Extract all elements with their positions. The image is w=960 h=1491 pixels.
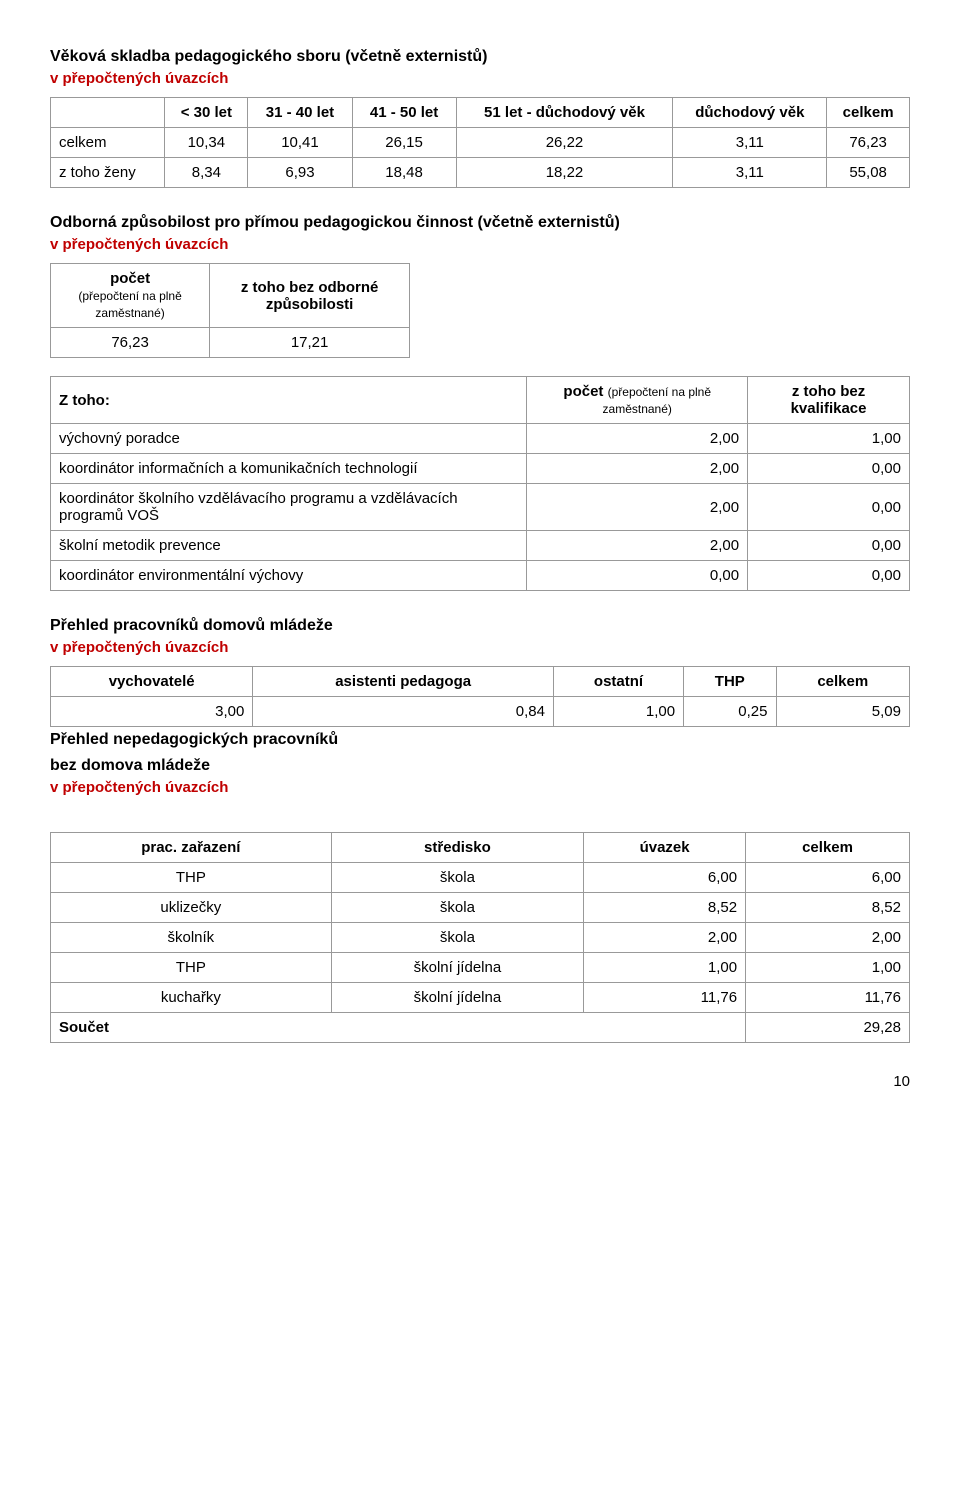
nonped-r3-3: 1,00 xyxy=(746,953,910,983)
nonped-r2-1: škola xyxy=(331,923,584,953)
age-r1-v3: 18,22 xyxy=(456,158,673,188)
nonped-h1: středisko xyxy=(331,833,584,863)
nonped-r3-0: THP xyxy=(51,953,332,983)
age-r0-v3: 26,22 xyxy=(456,128,673,158)
age-r0-v2: 26,15 xyxy=(352,128,456,158)
age-r1-v2: 18,48 xyxy=(352,158,456,188)
nonped-r0-0: THP xyxy=(51,863,332,893)
qual-subtitle: v přepočtených úvazcích xyxy=(50,236,910,253)
nonped-r3-1: školní jídelna xyxy=(331,953,584,983)
roles-r4-label: koordinátor environmentální výchovy xyxy=(51,561,527,591)
nonped-h2: úvazek xyxy=(584,833,746,863)
roles-r0-v1: 1,00 xyxy=(748,424,910,454)
age-h5: důchodový věk xyxy=(673,98,827,128)
roles-r1-v0: 2,00 xyxy=(527,454,748,484)
age-r0-label: celkem xyxy=(51,128,165,158)
roles-r3-v0: 2,00 xyxy=(527,531,748,561)
nonped-r1-2: 8,52 xyxy=(584,893,746,923)
qual-h0-sub: (přepočtení na plně zaměstnané) xyxy=(78,289,181,320)
age-table: < 30 let 31 - 40 let 41 - 50 let 51 let … xyxy=(50,97,910,188)
age-h4: 51 let - důchodový věk xyxy=(456,98,673,128)
dorm-v1: 0,84 xyxy=(253,697,554,727)
dorm-v0: 3,00 xyxy=(51,697,253,727)
age-r1-v4: 3,11 xyxy=(673,158,827,188)
age-r1-v0: 8,34 xyxy=(165,158,248,188)
nonped-r4-2: 11,76 xyxy=(584,983,746,1013)
dorm-subtitle: v přepočtených úvazcích xyxy=(50,639,910,656)
qual-title: Odborná způsobilost pro přímou pedagogic… xyxy=(50,214,910,232)
age-h1: < 30 let xyxy=(165,98,248,128)
roles-r3-v1: 0,00 xyxy=(748,531,910,561)
roles-r4-v0: 0,00 xyxy=(527,561,748,591)
age-title: Věková skladba pedagogického sboru (včet… xyxy=(50,48,910,66)
nonped-table: prac. zařazení středisko úvazek celkem T… xyxy=(50,832,910,1043)
age-r0-v5: 76,23 xyxy=(827,128,910,158)
dorm-table: vychovatelé asistenti pedagoga ostatní T… xyxy=(50,666,910,727)
dorm-h2: ostatní xyxy=(553,667,683,697)
page-number: 10 xyxy=(50,1073,910,1090)
dorm-title: Přehled pracovníků domovů mládeže xyxy=(50,617,910,635)
dorm-h4: celkem xyxy=(776,667,910,697)
nonped-r1-3: 8,52 xyxy=(746,893,910,923)
nonped-r3-2: 1,00 xyxy=(584,953,746,983)
age-h3: 41 - 50 let xyxy=(352,98,456,128)
age-subtitle: v přepočtených úvazcích xyxy=(50,70,910,87)
nonped-h0: prac. zařazení xyxy=(51,833,332,863)
age-r1-label: z toho ženy xyxy=(51,158,165,188)
roles-h1: počet (přepočtení na plně zaměstnané) xyxy=(527,377,748,424)
dorm-v2: 1,00 xyxy=(553,697,683,727)
roles-h1-main: počet xyxy=(563,383,603,400)
nonped-title: Přehled nepedagogických pracovníků xyxy=(50,731,910,749)
roles-h0: Z toho: xyxy=(51,377,527,424)
nonped-r2-3: 2,00 xyxy=(746,923,910,953)
nonped-r1-1: škola xyxy=(331,893,584,923)
nonped-r2-2: 2,00 xyxy=(584,923,746,953)
nonped-r1-0: uklizečky xyxy=(51,893,332,923)
age-h0 xyxy=(51,98,165,128)
roles-r0-label: výchovný poradce xyxy=(51,424,527,454)
roles-h1-sub: (přepočtení na plně zaměstnané) xyxy=(603,385,711,416)
nonped-sum-label: Součet xyxy=(51,1013,746,1043)
age-r0-v4: 3,11 xyxy=(673,128,827,158)
age-r1-v1: 6,93 xyxy=(248,158,352,188)
qual-h1: z toho bez odborné způsobilosti xyxy=(210,264,410,328)
nonped-r2-0: školník xyxy=(51,923,332,953)
nonped-r0-3: 6,00 xyxy=(746,863,910,893)
dorm-v4: 5,09 xyxy=(776,697,910,727)
qual-table: počet (přepočtení na plně zaměstnané) z … xyxy=(50,263,410,358)
nonped-r4-1: školní jídelna xyxy=(331,983,584,1013)
roles-r3-label: školní metodik prevence xyxy=(51,531,527,561)
qual-h0: počet (přepočtení na plně zaměstnané) xyxy=(51,264,210,328)
roles-r1-v1: 0,00 xyxy=(748,454,910,484)
dorm-h1: asistenti pedagoga xyxy=(253,667,554,697)
age-r1-v5: 55,08 xyxy=(827,158,910,188)
nonped-line2: bez domova mládeže xyxy=(50,757,910,775)
dorm-h0: vychovatelé xyxy=(51,667,253,697)
age-h6: celkem xyxy=(827,98,910,128)
roles-r2-v0: 2,00 xyxy=(527,484,748,531)
qual-h0-main: počet xyxy=(110,270,150,287)
nonped-r0-2: 6,00 xyxy=(584,863,746,893)
roles-r1-label: koordinátor informačních a komunikačních… xyxy=(51,454,527,484)
age-h2: 31 - 40 let xyxy=(248,98,352,128)
roles-r2-v1: 0,00 xyxy=(748,484,910,531)
nonped-r0-1: škola xyxy=(331,863,584,893)
roles-r2-label: koordinátor školního vzdělávacího progra… xyxy=(51,484,527,531)
nonped-r4-0: kuchařky xyxy=(51,983,332,1013)
roles-r0-v0: 2,00 xyxy=(527,424,748,454)
dorm-v3: 0,25 xyxy=(684,697,776,727)
roles-r4-v1: 0,00 xyxy=(748,561,910,591)
nonped-r4-3: 11,76 xyxy=(746,983,910,1013)
nonped-sum-val: 29,28 xyxy=(746,1013,910,1043)
nonped-h3: celkem xyxy=(746,833,910,863)
age-r0-v1: 10,41 xyxy=(248,128,352,158)
nonped-subtitle: v přepočtených úvazcích xyxy=(50,779,910,796)
qual-v0: 76,23 xyxy=(51,328,210,358)
roles-table: Z toho: počet (přepočtení na plně zaměst… xyxy=(50,376,910,591)
qual-v1: 17,21 xyxy=(210,328,410,358)
roles-h2: z toho bez kvalifikace xyxy=(748,377,910,424)
age-r0-v0: 10,34 xyxy=(165,128,248,158)
dorm-h3: THP xyxy=(684,667,776,697)
